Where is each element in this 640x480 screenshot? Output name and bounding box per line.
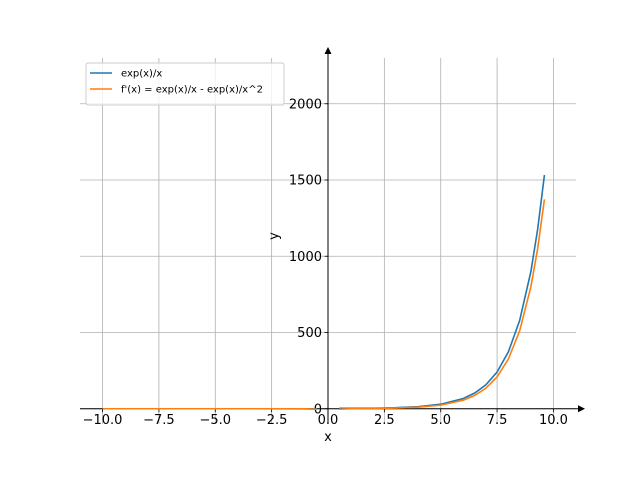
x-tick-label: −2.5 (256, 413, 288, 428)
y-tick-label: 500 (297, 326, 322, 341)
y-axis-label: y (267, 232, 282, 240)
x-tick-label: 0.0 (318, 413, 339, 428)
x-tick-label: −10.0 (83, 413, 123, 428)
y-tick-label: 0 (314, 402, 322, 417)
legend: exp(x)/x f'(x) = exp(x)/x - exp(x)/x^2 (85, 62, 285, 106)
y-tick-label: 1000 (289, 250, 322, 265)
x-tick-label: 2.5 (374, 413, 395, 428)
series-line-0 (339, 174, 546, 410)
legend-label: f'(x) = exp(x)/x - exp(x)/x^2 (121, 85, 263, 96)
x-tick-label: −5.0 (199, 413, 231, 428)
y-axis-arrow (324, 47, 332, 54)
legend-box (85, 62, 285, 106)
y-tick-label: 2000 (289, 97, 322, 112)
legend-label: exp(x)/x (121, 69, 162, 80)
x-tick-label: 7.5 (487, 413, 508, 428)
y-tick-label: 1500 (289, 174, 322, 189)
ticks: −10.0 −7.5 −5.0 −2.5 0.0 2.5 5.0 7.5 10.0 0 500 100… (83, 97, 568, 428)
x-axis-label: x (324, 430, 332, 445)
series-layer (102, 174, 546, 411)
series-line-1 (339, 199, 546, 411)
x-tick-label: −7.5 (143, 413, 175, 428)
series-line-1 (102, 407, 317, 411)
x-axis-arrow (578, 405, 585, 413)
x-tick-label: 5.0 (430, 413, 451, 428)
x-tick-label: 10.0 (539, 413, 568, 428)
